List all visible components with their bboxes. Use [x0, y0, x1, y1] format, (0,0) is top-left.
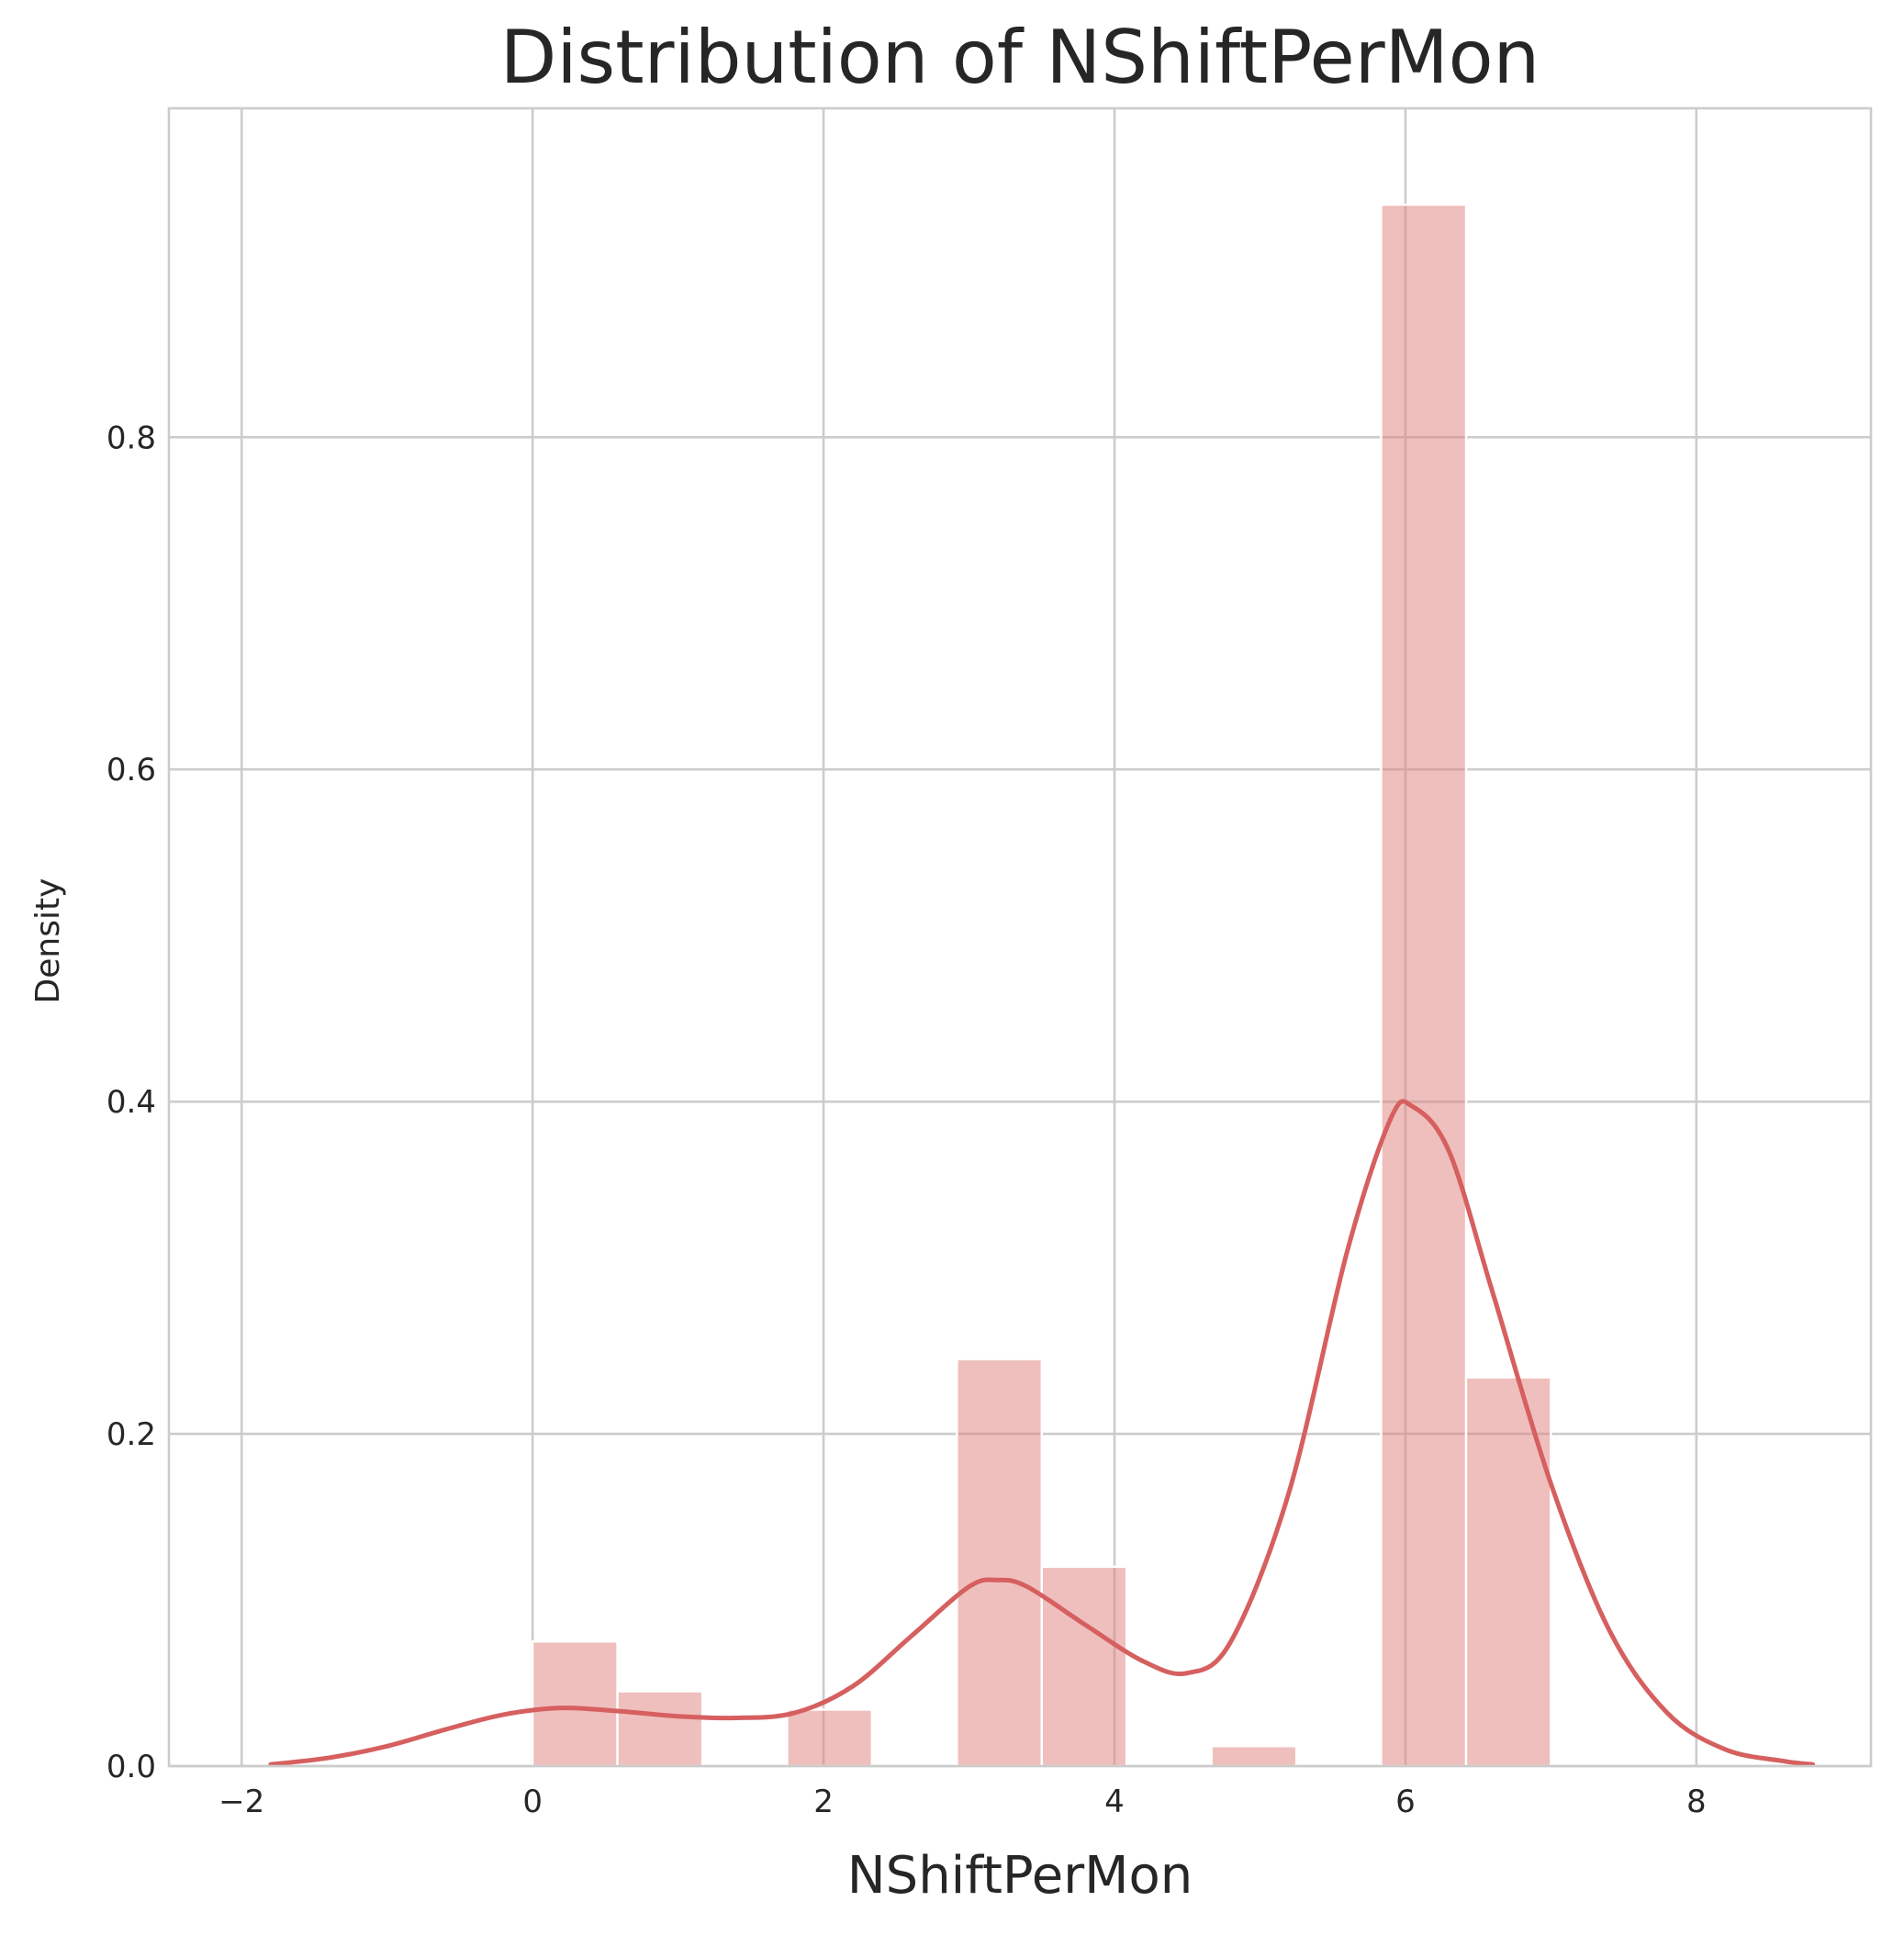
y-tick-label: 0.4 — [106, 1084, 156, 1121]
y-axis-label: Density — [29, 878, 67, 1004]
histogram-bar — [1040, 1565, 1128, 1768]
histogram-bar — [956, 1358, 1043, 1768]
x-tick-label: 6 — [1395, 1784, 1416, 1820]
histogram-bars — [531, 203, 1552, 1768]
histogram-bar — [1210, 1745, 1298, 1768]
y-tick-label: 0.8 — [106, 419, 156, 456]
histogram-bar — [1464, 1376, 1552, 1768]
y-tick-label: 0.0 — [106, 1749, 156, 1785]
x-tick-label: 2 — [813, 1784, 834, 1820]
x-tick-label: 4 — [1104, 1784, 1125, 1820]
plot-frame — [167, 106, 1873, 1768]
histogram-bar — [531, 1640, 619, 1768]
chart-title: Distribution of NShiftPerMon — [500, 15, 1540, 100]
x-tick-label: 8 — [1686, 1784, 1707, 1820]
histogram-bar — [786, 1708, 874, 1768]
y-axis-ticks: 0.0 0.2 0.4 0.6 0.8 — [106, 419, 156, 1785]
y-tick-label: 0.6 — [106, 752, 156, 789]
x-tick-label: −2 — [218, 1784, 264, 1820]
y-tick-label: 0.2 — [106, 1416, 156, 1453]
histogram-bar — [1380, 203, 1468, 1768]
x-axis-label: NShiftPerMon — [847, 1846, 1193, 1906]
x-axis-ticks: −2 0 2 4 6 8 — [218, 1784, 1706, 1820]
kde-curve-layer — [268, 1099, 1816, 1767]
x-tick-label: 0 — [522, 1784, 543, 1820]
kde-curve — [268, 1099, 1816, 1767]
histogram-bar — [616, 1690, 704, 1768]
